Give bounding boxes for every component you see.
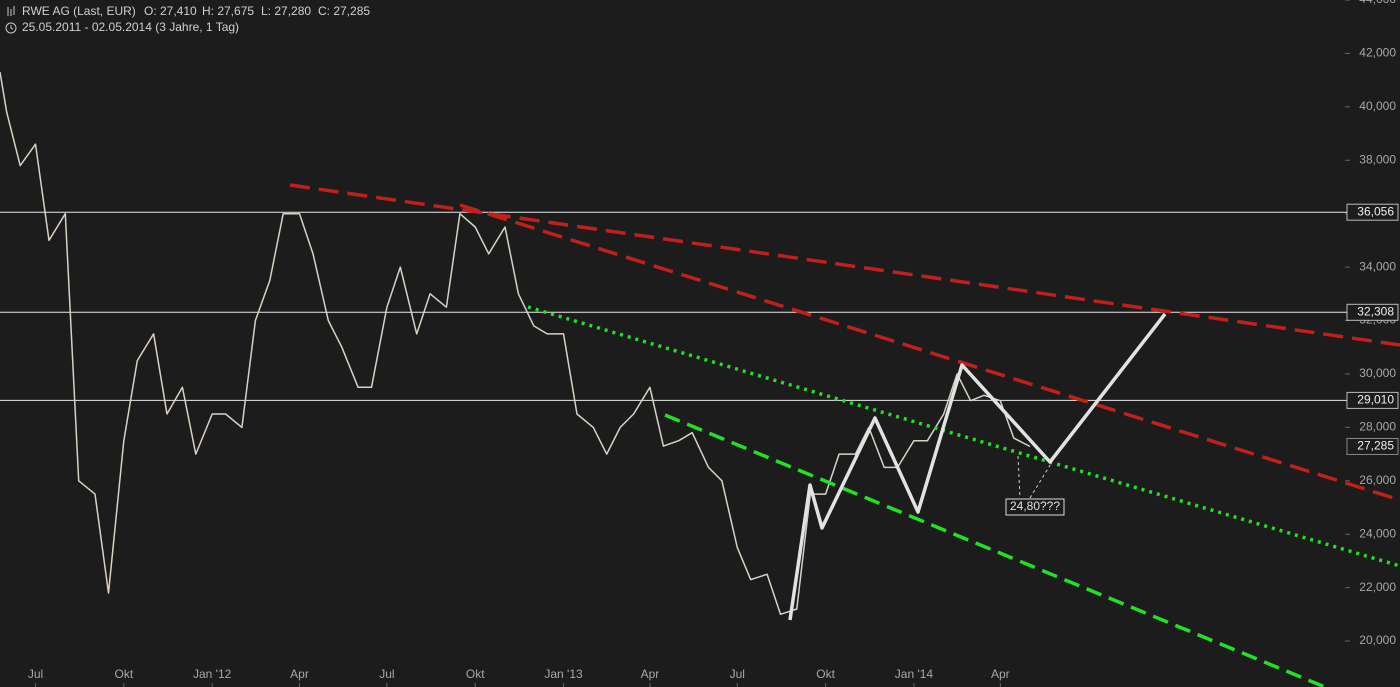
x-tick-label: Jul <box>730 667 745 681</box>
last-price-label: 27,285 <box>1357 439 1394 453</box>
y-tick-label: 44,000 <box>1359 0 1396 6</box>
title: RWE AG (Last, EUR) <box>22 4 136 18</box>
x-tick-label: Okt <box>816 667 835 681</box>
y-tick-label: 22,000 <box>1359 580 1396 594</box>
level-label: 29,010 <box>1357 393 1394 407</box>
y-tick-label: 28,000 <box>1359 420 1396 434</box>
y-tick-label: 24,000 <box>1359 526 1396 540</box>
x-tick-label: Apr <box>991 667 1010 681</box>
y-tick-label: 30,000 <box>1359 366 1396 380</box>
price-layer <box>0 71 1031 616</box>
y-tick-label: 26,000 <box>1359 473 1396 487</box>
last-price-box <box>1346 437 1399 455</box>
x-tick-label: Okt <box>466 667 485 681</box>
annotation-box <box>1005 498 1065 516</box>
axes: 20,00022,00024,00026,00028,00030,00032,0… <box>28 0 1399 687</box>
resistance-line <box>289 183 1400 347</box>
ohlc-close: C: 27,285 <box>318 4 370 18</box>
chart-icon <box>7 6 15 16</box>
x-tick-label: Jul <box>379 667 394 681</box>
guide-line <box>1017 455 1021 499</box>
x-tick-label: Jan '14 <box>895 667 934 681</box>
ohlc-high: H: 27,675 <box>202 4 254 18</box>
x-tick-label: Okt <box>115 667 134 681</box>
level-label: 32,308 <box>1357 304 1394 318</box>
level-label: 36,056 <box>1357 204 1394 218</box>
x-tick-label: Jan '12 <box>193 667 232 681</box>
clock-icon <box>5 22 17 34</box>
level-box <box>1346 203 1399 221</box>
resistance-line <box>459 203 1400 502</box>
levels <box>0 211 1347 401</box>
x-tick-label: Apr <box>641 667 660 681</box>
y-tick-label: 20,000 <box>1359 633 1396 647</box>
projection-path <box>788 312 1167 621</box>
level-box <box>1346 303 1399 321</box>
annotation: 24,80??? <box>1010 499 1060 513</box>
price-line <box>0 71 1031 616</box>
guide-line <box>1029 461 1053 499</box>
ohlc-open: O: 27,410 <box>144 4 197 18</box>
y-tick-label: 34,000 <box>1359 259 1396 273</box>
y-tick-label: 40,000 <box>1359 99 1396 113</box>
subtitle: 25.05.2011 - 02.05.2014 (3 Jahre, 1 Tag) <box>22 20 239 34</box>
y-tick-label: 42,000 <box>1359 46 1396 60</box>
x-tick-label: Jul <box>28 667 43 681</box>
x-tick-label: Jan '13 <box>544 667 583 681</box>
x-tick-label: Apr <box>290 667 309 681</box>
level-box <box>1346 391 1399 409</box>
y-tick-label: 38,000 <box>1359 152 1396 166</box>
ohlc-low: L: 27,280 <box>261 4 311 18</box>
trendlines <box>289 183 1400 687</box>
